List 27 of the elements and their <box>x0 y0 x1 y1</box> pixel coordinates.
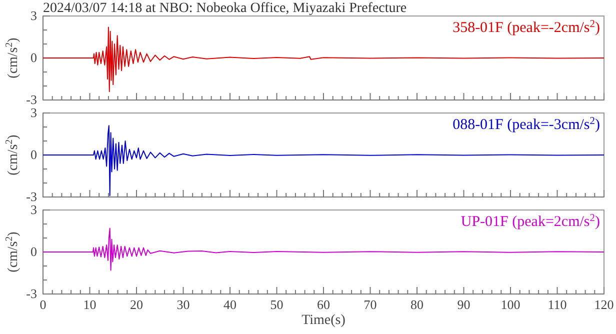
y-tick-label: 0 <box>30 50 37 66</box>
chart-title: 2024/03/07 14:18 at NBO: Nobeoka Office, Miyazaki Prefecture <box>43 1 407 16</box>
x-tick-label: 30 <box>176 297 190 312</box>
y-tick-label: 3 <box>30 8 37 24</box>
x-tick-label: 50 <box>270 297 284 312</box>
x-tick-label: 60 <box>317 297 330 312</box>
x-tick-label: 90 <box>457 297 470 312</box>
x-tick-label: 20 <box>130 297 143 312</box>
x-tick-label: 80 <box>410 297 424 312</box>
annotation: 088-01F (peak=-3cm/s$^{2}$) <box>452 116 600 133</box>
x-tick-label: 100 <box>500 297 520 312</box>
x-axis-title: Time(s) <box>302 313 346 328</box>
x-tick-label: 70 <box>364 297 377 312</box>
y-tick-label: -3 <box>26 286 37 302</box>
y-tick-label: -3 <box>26 189 37 204</box>
y-tick-label: 3 <box>30 105 37 120</box>
y-tick-label: 3 <box>30 202 37 218</box>
annotation: UP-01F (peak=2cm/s$^{2}$) <box>460 212 600 230</box>
x-tick-label: 40 <box>224 297 236 312</box>
line-series <box>43 228 604 271</box>
annotation: 358-01F (peak=-2cm/s$^{2}$) <box>452 18 600 36</box>
y-tick-label: 0 <box>30 147 37 162</box>
x-tick-label: 120 <box>594 297 614 312</box>
y-tick-label: 0 <box>30 244 37 260</box>
x-tick-label: 10 <box>83 297 96 312</box>
x-tick-label: 110 <box>548 297 567 312</box>
y-tick-label: -3 <box>26 92 37 108</box>
